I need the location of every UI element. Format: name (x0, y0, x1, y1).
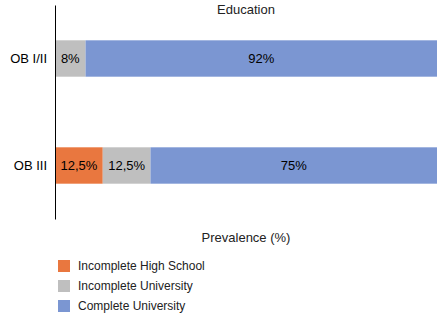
legend-swatch (58, 260, 70, 272)
chart: 12,5% 8% 12,5% 92% 75% OB I/II OB III Education… (0, 0, 437, 315)
legend-label: Complete University (78, 299, 185, 313)
legend-swatch (58, 300, 70, 312)
data-label: 12,5% (60, 158, 97, 173)
data-label: 8% (61, 51, 80, 66)
data-label: 75% (281, 158, 307, 173)
y-tick: OB I/II (10, 51, 47, 66)
bars (55, 40, 437, 183)
y-tick-label: OB III (14, 158, 47, 173)
data-label: 12,5% (108, 158, 145, 173)
legend-swatch (58, 280, 70, 292)
bar-segment (55, 147, 103, 183)
y-tick: OB III (14, 158, 47, 173)
x-axis-title: Prevalence (%) (202, 230, 291, 245)
bar-segment (86, 40, 437, 76)
legend: Incomplete High School Incomplete Univers… (58, 259, 205, 313)
data-labels: 12,5% 8% 12,5% 92% 75% (60, 51, 307, 173)
bar-segment (103, 147, 151, 183)
legend-label: Incomplete High School (78, 259, 205, 273)
y-axis: OB I/II OB III (10, 6, 55, 220)
y-axis-line (55, 6, 56, 220)
legend-label: Incomplete University (78, 279, 193, 293)
title: Education (217, 2, 275, 17)
data-label: 92% (248, 51, 274, 66)
bar-segment (55, 40, 86, 76)
y-tick-label: OB I/II (10, 51, 47, 66)
bar-segment (151, 147, 437, 183)
